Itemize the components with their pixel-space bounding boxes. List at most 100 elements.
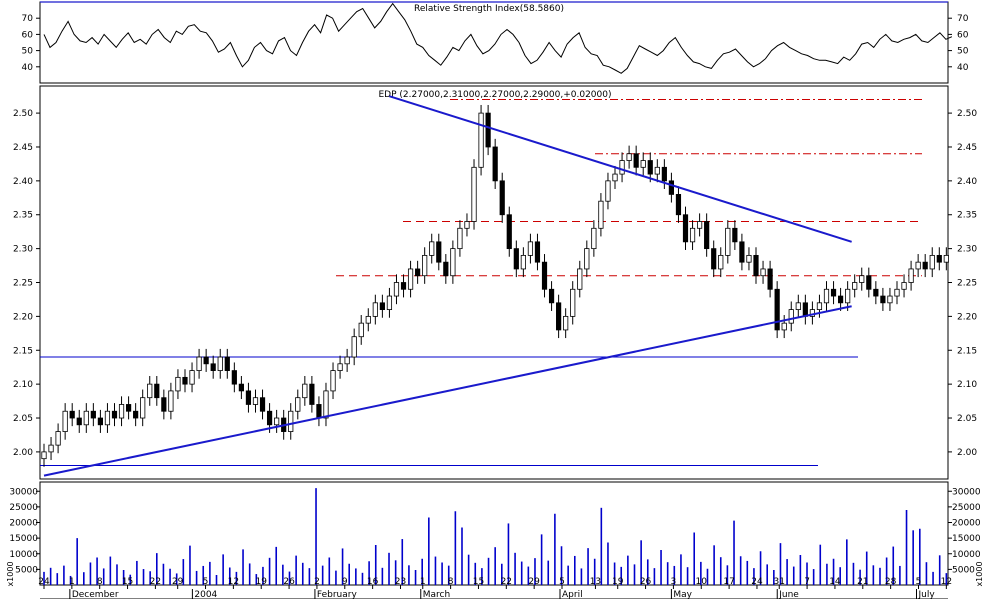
- volume-tick-label-right: 20000: [952, 519, 981, 529]
- candle-body: [647, 160, 653, 175]
- x-axis: 24 1 8 15 22 29 5 12 19 26 2 9 16 23 1 8 15 22 29 5 13 19 26 3 1…: [38, 577, 952, 600]
- candle-body: [245, 390, 252, 405]
- candle-body: [344, 356, 350, 365]
- x-day-label: 22: [501, 577, 512, 587]
- candle-body: [682, 214, 689, 243]
- candle-body: [591, 227, 597, 250]
- price-tick-label-left: 2.35: [13, 211, 33, 221]
- rsi-panel-frame: [39, 1, 949, 84]
- x-day-label: 21: [857, 577, 868, 587]
- x-day-label: 13: [590, 577, 601, 587]
- price-tick-label-left: 2.15: [13, 346, 33, 356]
- candle-body: [203, 356, 209, 365]
- candle-body: [527, 241, 534, 256]
- price-tick-label-left: 2.20: [13, 312, 33, 322]
- candle-body: [478, 112, 484, 168]
- x-day-label: 12: [941, 577, 952, 587]
- candle-body: [464, 221, 470, 229]
- volume-unit-right: x1000: [975, 561, 984, 586]
- candle-body: [48, 444, 54, 453]
- candle-body: [866, 275, 872, 290]
- candle-body: [767, 268, 773, 290]
- candle-body: [654, 166, 660, 175]
- x-day-label: 28: [885, 577, 897, 587]
- volume-unit-left: x1000: [6, 561, 15, 586]
- price-tick-label-left: 2.25: [13, 279, 33, 289]
- x-day-label: 5: [203, 577, 209, 587]
- candle-body: [830, 288, 837, 297]
- x-month-label: December: [72, 590, 119, 599]
- candle-body: [816, 302, 823, 311]
- price-tick-label-left: 2.50: [13, 109, 33, 119]
- candle-body: [668, 180, 675, 195]
- volume-tick-label-left: 20000: [9, 519, 38, 529]
- x-month-label: April: [562, 590, 583, 599]
- candle-body: [922, 261, 928, 270]
- candle-body: [943, 254, 949, 263]
- candle-body: [386, 295, 393, 311]
- candle-body: [739, 241, 745, 263]
- x-day-label: 7: [804, 577, 810, 587]
- price-tick-label-right: 2.05: [957, 414, 977, 424]
- candle-body: [436, 241, 442, 263]
- candle-body: [788, 309, 794, 324]
- candle-body: [316, 404, 322, 419]
- candle-body: [323, 390, 329, 419]
- rsi-title: Relative Strength Index(58.5860): [414, 4, 564, 14]
- candle-body: [781, 322, 787, 331]
- price-tick-label-right: 2.10: [957, 380, 977, 390]
- x-day-label: 17: [723, 577, 734, 587]
- candle-body: [598, 200, 604, 229]
- candle-body: [147, 383, 153, 399]
- candle-body: [556, 302, 562, 331]
- candle-body: [415, 268, 421, 277]
- candle-body: [859, 275, 865, 283]
- x-month-label: June: [778, 590, 799, 599]
- rsi-tick-label-left: 60: [22, 30, 34, 40]
- candle-body: [506, 214, 512, 250]
- candle-body: [97, 417, 103, 426]
- candle-body: [351, 336, 357, 358]
- price-tick-label-right: 2.30: [957, 245, 977, 255]
- rsi-series-line: [43, 2, 953, 74]
- candle-body: [485, 112, 491, 148]
- price-tick-label-left: 2.00: [13, 448, 33, 458]
- rsi-tick-label-right: 50: [957, 47, 969, 57]
- candle-body: [133, 410, 139, 419]
- volume-tick-label-right: 5000: [952, 565, 975, 575]
- candle-body: [577, 268, 583, 290]
- candle-body: [288, 410, 294, 432]
- price-tick-label-left: 2.45: [13, 143, 33, 153]
- x-day-label: 23: [395, 577, 406, 587]
- candle-body: [563, 315, 569, 331]
- x-day-label: 3: [671, 577, 677, 587]
- x-day-label: 26: [283, 577, 295, 587]
- volume-tick-label-left: 15000: [9, 534, 38, 544]
- candle-body: [90, 410, 96, 419]
- candle-body: [104, 410, 111, 426]
- candle-body: [675, 194, 682, 216]
- candle-body: [760, 268, 766, 277]
- price-tick-label-left: 2.40: [13, 177, 33, 187]
- candle-body: [83, 410, 89, 426]
- x-day-label: 1: [420, 577, 426, 587]
- price-tick-label-right: 2.35: [957, 211, 977, 221]
- rsi-tick-label-right: 40: [957, 63, 969, 73]
- x-month-label: March: [423, 590, 450, 599]
- candle-body: [929, 254, 935, 270]
- candle-body: [570, 288, 576, 317]
- candle-body: [429, 241, 435, 256]
- candle-body: [422, 254, 428, 277]
- candle-body: [852, 282, 858, 290]
- x-day-label: 31: [774, 577, 785, 587]
- candle-body: [915, 261, 921, 270]
- candle-body: [295, 397, 301, 412]
- candle-body: [718, 254, 724, 270]
- candle-body: [612, 173, 618, 182]
- x-day-label: 16: [367, 577, 379, 587]
- rsi-tick-label-right: 60: [957, 30, 969, 40]
- candle-body: [217, 356, 223, 371]
